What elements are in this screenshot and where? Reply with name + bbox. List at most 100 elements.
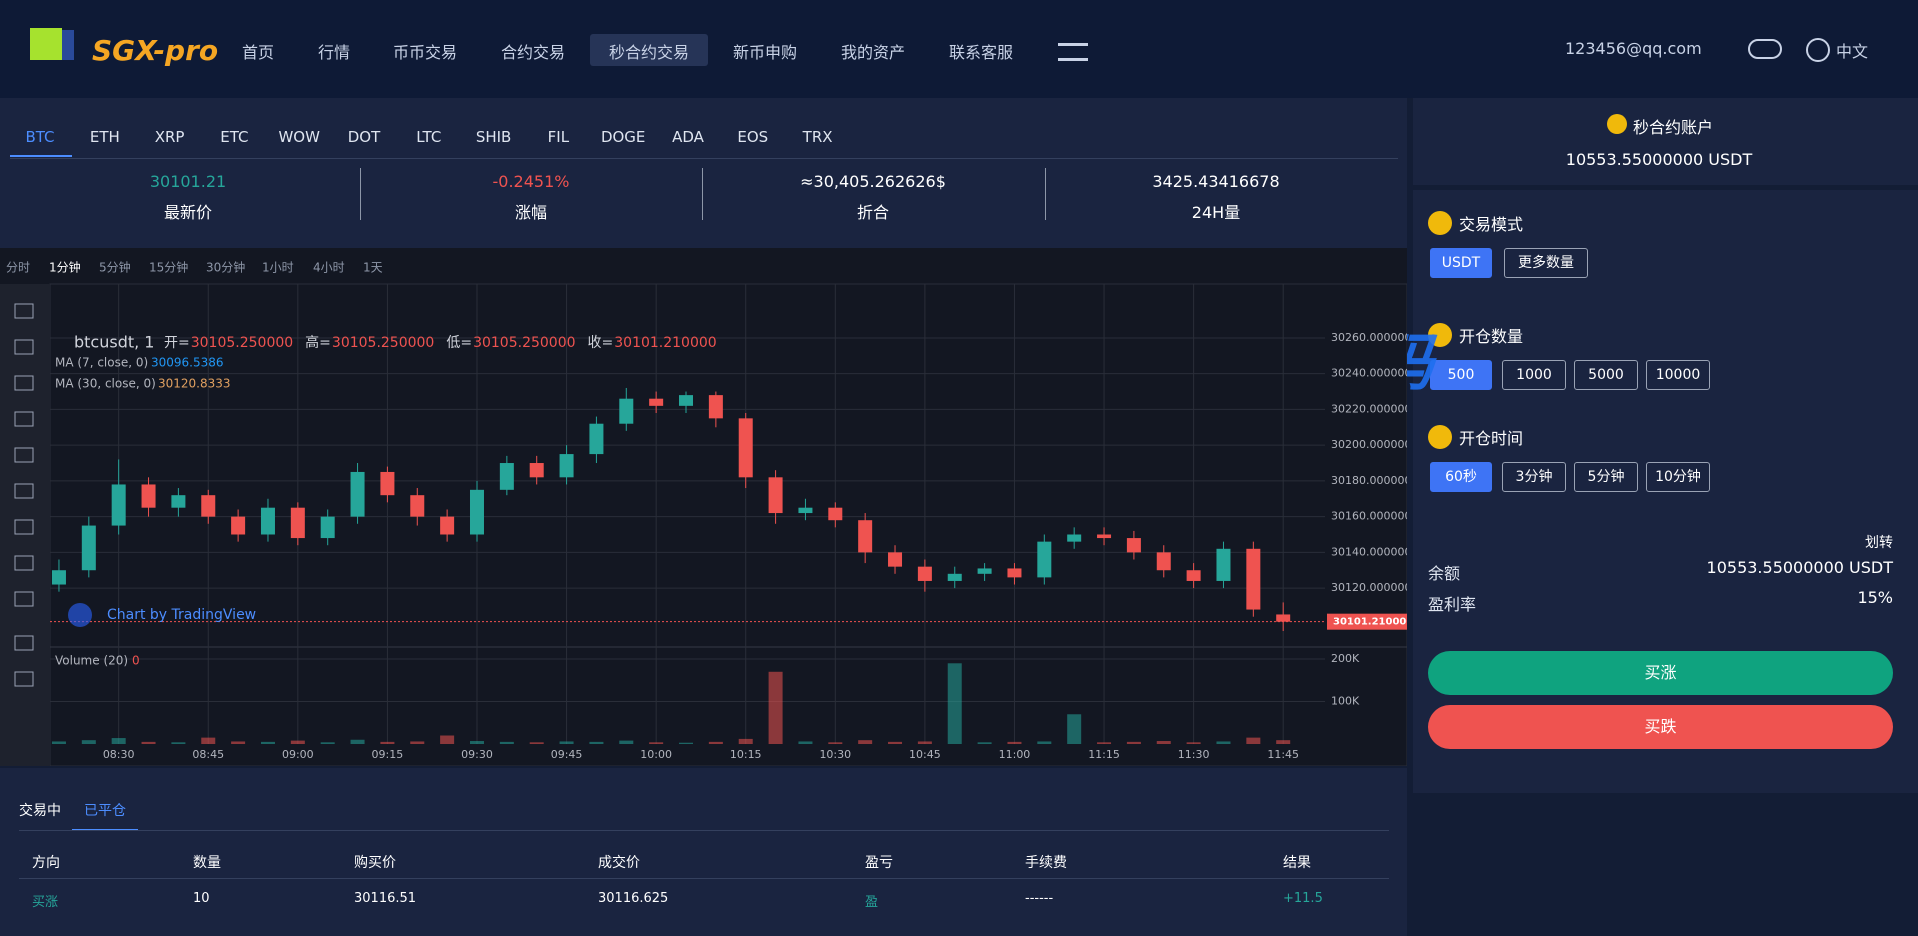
coin-tab[interactable]: XRP <box>154 128 185 146</box>
tool-icon[interactable] <box>14 671 34 687</box>
volume-bar <box>201 737 216 744</box>
option-button[interactable]: 10分钟 <box>1646 462 1710 492</box>
candle-body <box>1097 534 1112 539</box>
coin-tab[interactable]: DOGE <box>600 128 646 146</box>
x-tick-label: 11:30 <box>1178 748 1210 761</box>
volume-bar <box>947 663 962 744</box>
candle-body <box>51 570 66 585</box>
option-button[interactable]: 1000 <box>1502 360 1566 390</box>
order-cell: 30116.625 <box>598 891 669 906</box>
coin-tab[interactable]: TRX <box>802 128 833 146</box>
timeframe: 30分钟 <box>206 260 245 275</box>
option-button[interactable]: 60秒 <box>1430 462 1492 492</box>
orders-panel <box>0 768 1407 936</box>
tool-icon[interactable] <box>14 339 34 355</box>
volume-bar <box>260 741 275 744</box>
transfer-link[interactable]: 划转 <box>1865 535 1893 551</box>
volume-bar <box>589 741 604 744</box>
header-divider <box>19 878 1389 879</box>
timeframe: 1小时 <box>262 261 294 275</box>
x-tick-label: 11:15 <box>1088 748 1120 761</box>
option-button[interactable]: USDT <box>1430 248 1492 278</box>
order-tab[interactable]: 已平仓 <box>84 803 126 819</box>
volume-bar <box>649 742 664 744</box>
nav-item[interactable]: 合约交易 <box>500 43 566 62</box>
option-button[interactable]: 更多数量 <box>1504 248 1588 278</box>
chart: 分时 1分钟 5分钟 15分钟 30分钟 1小时 4小时 1天 30120.000000 3014… <box>0 248 1407 766</box>
tool-icon[interactable] <box>14 555 34 571</box>
ohlc-value: 30101.210000 <box>614 335 716 351</box>
volume-bar <box>529 742 544 744</box>
nav-item[interactable]: 秒合约交易 <box>608 43 690 62</box>
tool-icon[interactable] <box>14 635 34 651</box>
tool-icon[interactable] <box>14 483 34 499</box>
volume-bar <box>111 738 126 744</box>
nav-item[interactable]: 我的资产 <box>840 43 906 62</box>
nav-item[interactable]: 联系客服 <box>948 43 1014 62</box>
option-button[interactable]: 5000 <box>1574 360 1638 390</box>
tool-icon[interactable] <box>14 591 34 607</box>
coin-tab[interactable]: LTC <box>416 128 442 146</box>
language[interactable]: 中文 <box>1836 42 1869 61</box>
volume-bar <box>1276 740 1291 744</box>
column-header: 方向 <box>32 855 60 871</box>
candle-body <box>768 477 783 514</box>
y-tick-label: 30120.000000 <box>1331 581 1407 594</box>
volume-bar <box>499 741 514 744</box>
coin-tab[interactable]: SHIB <box>475 128 512 146</box>
volume-name: Volume (20) <box>55 654 128 668</box>
option-button[interactable]: 10000 <box>1646 360 1710 390</box>
option-button[interactable]: 500 <box>1430 360 1492 390</box>
coin-tab[interactable]: DOT <box>347 128 381 146</box>
globe-icon[interactable] <box>1806 38 1830 62</box>
x-tick-label: 10:15 <box>730 748 762 761</box>
option-button[interactable]: 5分钟 <box>1574 462 1638 492</box>
order-tab[interactable]: 交易中 <box>19 803 61 819</box>
volume-bar <box>679 742 694 744</box>
candle-body <box>1067 534 1082 542</box>
candle-body <box>1007 568 1022 578</box>
tool-icon[interactable] <box>14 303 34 319</box>
coin-tab[interactable]: FIL <box>547 128 570 146</box>
buy-down-button[interactable]: 买跌 <box>1428 705 1893 749</box>
volume-bar <box>1246 737 1261 744</box>
candle-body <box>410 495 425 517</box>
candle-body <box>201 495 216 517</box>
tool-icon[interactable] <box>14 375 34 391</box>
x-tick-label: 11:00 <box>999 748 1031 761</box>
volume-tick-label: 100K <box>1331 695 1360 708</box>
nav-item[interactable]: 行情 <box>317 43 351 62</box>
timeframe: 分时 <box>6 261 30 275</box>
candle-body <box>708 395 723 419</box>
coin-tab[interactable]: WOW <box>278 128 320 146</box>
coin-tab[interactable]: ETH <box>89 128 120 146</box>
coin-tab[interactable]: BTC <box>25 128 55 146</box>
coin-tab[interactable]: ETC <box>220 128 249 146</box>
tool-icon[interactable] <box>14 447 34 463</box>
order-cell: +11.5 <box>1283 891 1323 906</box>
column-header: 购买价 <box>354 855 396 871</box>
nav-item[interactable]: 首页 <box>241 43 275 62</box>
nav-item[interactable]: 新币申购 <box>732 43 798 62</box>
candle-body <box>380 471 395 496</box>
volume-bar <box>858 740 873 744</box>
coin-tab[interactable]: ADA <box>672 128 704 146</box>
tool-icon[interactable] <box>14 519 34 535</box>
coin-tab[interactable]: EOS <box>737 128 769 146</box>
nav-item[interactable]: 币币交易 <box>392 43 458 62</box>
option-button[interactable]: 3分钟 <box>1502 462 1566 492</box>
check-icon <box>1428 425 1452 449</box>
candle-body <box>440 516 455 535</box>
account-title: 秒合约账户 <box>1633 118 1714 137</box>
account-panel <box>1413 98 1918 185</box>
menu-icon[interactable] <box>1058 43 1088 61</box>
volume-value: 0 <box>132 654 140 668</box>
theme-toggle[interactable] <box>1748 39 1782 59</box>
tool-icon[interactable] <box>14 411 34 427</box>
volume-bar <box>231 741 246 744</box>
buy-up-button[interactable]: 买涨 <box>1428 651 1893 695</box>
y-tick-label: 30260.000000 <box>1331 331 1407 344</box>
candle-body <box>260 507 275 535</box>
user-email[interactable]: 123456@qq.com <box>1565 39 1702 58</box>
